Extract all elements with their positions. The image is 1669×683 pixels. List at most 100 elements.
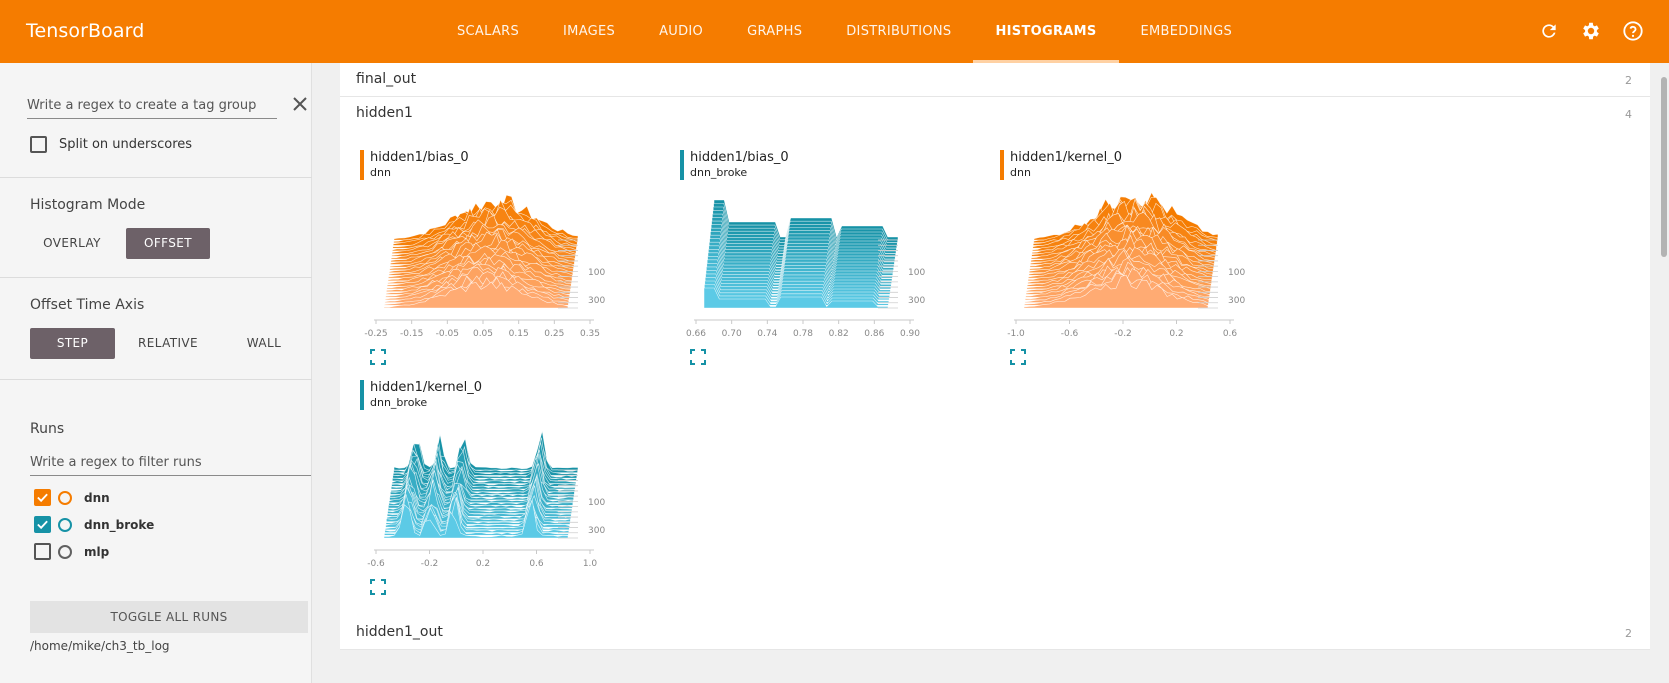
runs-filter-input[interactable] [30, 450, 311, 474]
wall-button[interactable]: WALL [246, 336, 282, 350]
card-run: dnn_broke [370, 396, 428, 409]
tab-histograms[interactable]: HISTOGRAMS [973, 0, 1119, 63]
run-checkbox-dnn-broke[interactable] [34, 516, 51, 533]
x-tick-label: 1.0 [583, 559, 598, 569]
run-item-dnn-broke[interactable]: dnn_broke [34, 516, 154, 533]
fullscreen-icon[interactable] [370, 579, 386, 595]
tab-audio[interactable]: AUDIO [659, 24, 704, 39]
x-tick-label: -0.2 [421, 559, 439, 569]
x-tick-label: 0.82 [829, 329, 849, 339]
check-icon [37, 520, 48, 530]
card-tag: hidden1/bias_0 [690, 150, 789, 165]
y-tick-label: 100 [908, 268, 925, 278]
x-tick-label: 0.05 [473, 329, 493, 339]
y-tick-label: 300 [588, 526, 605, 536]
log-directory: /home/mike/ch3_tb_log [30, 639, 170, 653]
checkbox-box[interactable] [30, 136, 47, 153]
relative-button[interactable]: RELATIVE [137, 336, 199, 350]
card-title: hidden1/bias_0 dnn_broke [680, 150, 789, 180]
group-count: 2 [1625, 74, 1632, 87]
main-content: final_out 2 hidden1 4 hidden1/bias_0 dnn… [312, 63, 1669, 683]
card-run: dnn [370, 166, 391, 179]
x-tick-label: 0.66 [686, 329, 706, 339]
x-tick-label: 0.86 [864, 329, 884, 339]
tag-regex-field [27, 93, 277, 119]
tab-embeddings[interactable]: EMBEDDINGS [1140, 24, 1232, 39]
histogram-plot: 100 300 -0.6 -0.2 0.2 0.6 1.0 [367, 430, 605, 569]
x-tick-label: -0.25 [364, 329, 387, 339]
group-name: final_out [356, 71, 417, 87]
tab-scalars[interactable]: SCALARS [457, 24, 520, 39]
toggle-all-runs-button[interactable]: TOGGLE ALL RUNS [30, 601, 308, 633]
x-tick-label: -0.05 [436, 329, 459, 339]
card-tag: hidden1/kernel_0 [1010, 150, 1123, 165]
tab-images[interactable]: IMAGES [563, 24, 616, 39]
hidden1-histogram-panel: hidden1/bias_0 dnn 100 300 -0.25 -0.15 -0.05… [340, 130, 1650, 644]
fullscreen-icon[interactable] [1010, 349, 1026, 365]
x-tick-label: -0.6 [367, 559, 385, 569]
split-underscores-label: Split on underscores [59, 137, 193, 152]
x-tick-label: 0.74 [757, 329, 777, 339]
refresh-icon[interactable] [1537, 19, 1561, 43]
offset-button[interactable]: OFFSET [126, 228, 210, 259]
tab-graphs[interactable]: GRAPHS [747, 24, 803, 39]
run-item-mlp[interactable]: mlp [34, 543, 109, 560]
card-title: hidden1/kernel_0 dnn_broke [360, 380, 482, 410]
run-label: mlp [84, 544, 110, 559]
histogram-card: hidden1/bias_0 dnn_broke 100 300 0.66 0.70 0… [670, 146, 970, 371]
runs-title: Runs [30, 421, 65, 437]
y-tick-label: 300 [1228, 296, 1245, 306]
x-tick-label: 0.25 [544, 329, 564, 339]
top-app-bar: TensorBoard SCALARS IMAGES AUDIO GRAPHS … [0, 0, 1669, 63]
offset-time-axis-section: Offset Time Axis STEP RELATIVE WALL [0, 278, 312, 380]
card-title: hidden1/kernel_0 dnn [1000, 150, 1122, 180]
group-count: 2 [1625, 627, 1632, 640]
histogram-plot: 100 300 -1.0 -0.6 -0.2 0.2 0.6 [1007, 191, 1245, 339]
close-icon[interactable] [291, 95, 309, 113]
split-underscores-checkbox[interactable]: Split on underscores [30, 136, 192, 153]
run-color-radio-dnn-broke[interactable] [58, 517, 72, 532]
tag-regex-input[interactable] [27, 93, 277, 117]
run-checkbox-dnn[interactable] [34, 489, 51, 506]
overlay-button[interactable]: OVERLAY [43, 236, 101, 250]
x-tick-label: 0.2 [476, 559, 490, 569]
card-tag: hidden1/bias_0 [370, 150, 469, 165]
check-icon [37, 493, 48, 503]
settings-icon[interactable] [1579, 19, 1603, 43]
step-button[interactable]: STEP [30, 328, 115, 359]
card-run: dnn [1010, 166, 1031, 179]
scrollbar-thumb[interactable] [1661, 77, 1667, 257]
y-tick-label: 100 [1228, 268, 1245, 278]
offset-time-axis-title: Offset Time Axis [30, 297, 145, 313]
y-tick-label: 100 [588, 268, 605, 278]
run-item-dnn[interactable]: dnn [34, 489, 110, 506]
x-tick-label: 0.6 [1223, 329, 1238, 339]
card-tag: hidden1/kernel_0 [370, 380, 483, 395]
toolbar-icons [1537, 19, 1645, 43]
fullscreen-icon[interactable] [370, 349, 386, 365]
fullscreen-icon[interactable] [690, 349, 706, 365]
group-header-hidden1[interactable]: hidden1 4 [340, 97, 1650, 131]
x-tick-label: -0.6 [1061, 329, 1079, 339]
tab-distributions[interactable]: DISTRIBUTIONS [846, 24, 952, 39]
histogram-layer [703, 287, 889, 309]
histogram-layer [383, 281, 569, 309]
run-color-radio-dnn[interactable] [58, 490, 72, 505]
histogram-card: hidden1/kernel_0 dnn_broke 100 300 -0.6 -0.… [350, 376, 650, 601]
x-tick-label: 0.35 [580, 329, 600, 339]
y-tick-label: 300 [588, 296, 605, 306]
histogram-mode-section: Histogram Mode OVERLAY OFFSET [0, 178, 312, 278]
x-tick-label: 0.70 [722, 329, 742, 339]
group-header-final-out[interactable]: final_out 2 [340, 63, 1650, 97]
histogram-layer [1023, 274, 1209, 309]
x-tick-label: -0.15 [400, 329, 423, 339]
run-checkbox-mlp[interactable] [34, 543, 51, 560]
app-title: TensorBoard [26, 20, 145, 42]
sidebar: Split on underscores Histogram Mode OVER… [0, 63, 312, 683]
run-color-radio-mlp[interactable] [58, 544, 72, 559]
scrollbar[interactable] [1659, 63, 1669, 683]
help-icon[interactable] [1621, 19, 1645, 43]
dashboard-tabs: SCALARS IMAGES AUDIO GRAPHS DISTRIBUTION… [435, 0, 1254, 63]
histogram-plot: 100 300 -0.25 -0.15 -0.05 0.05 0.15 0.25 0.35 [364, 194, 605, 339]
group-header-hidden1-out[interactable]: hidden1_out 2 [340, 616, 1650, 650]
